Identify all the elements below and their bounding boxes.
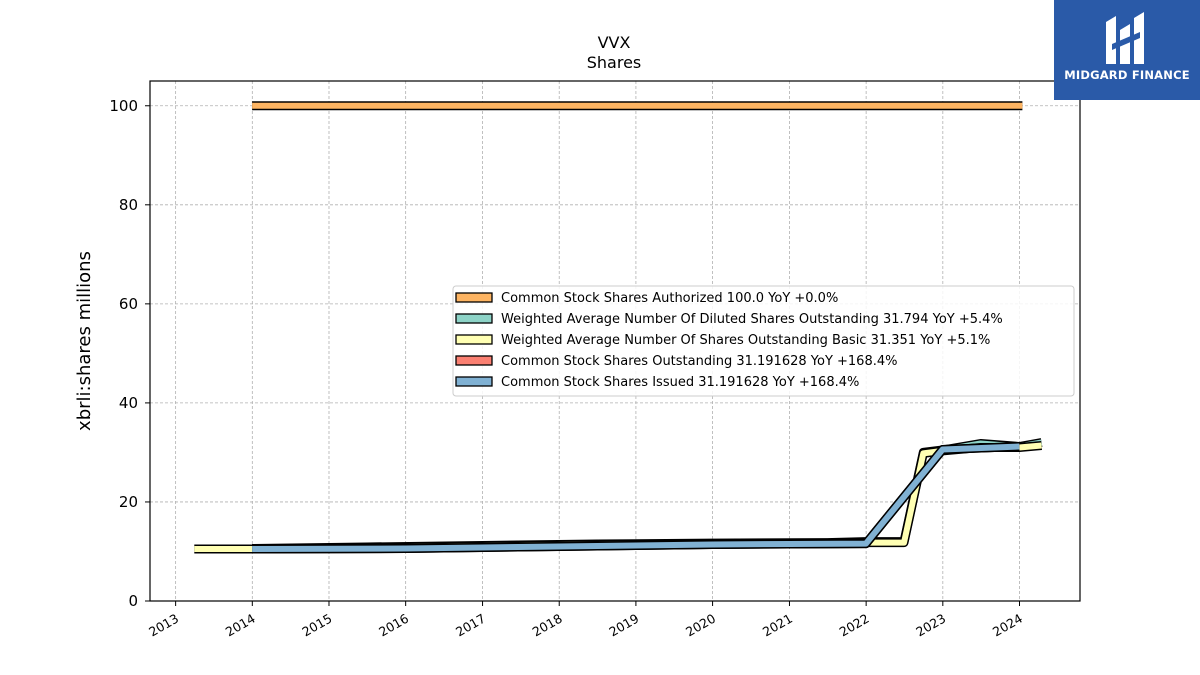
y-tick-label: 20 [119, 493, 138, 511]
plot-frame [149, 80, 1081, 602]
y-tick-label: 100 [109, 97, 138, 115]
x-tick-label: 2020 [683, 611, 718, 640]
x-tick-label: 2019 [606, 611, 641, 640]
legend-label: Common Stock Shares Issued 31.191628 YoY… [501, 375, 859, 390]
chart-title: VVX [598, 33, 631, 52]
legend-label: Weighted Average Number Of Shares Outsta… [501, 333, 990, 348]
brand-name: MIDGARD FINANCE [1064, 68, 1190, 82]
x-tick-label: 2023 [913, 611, 948, 640]
x-tick-label: 2022 [837, 611, 872, 640]
chart-subtitle: Shares [587, 53, 642, 72]
legend-item: Common Stock Shares Outstanding 31.19162… [455, 354, 897, 369]
legend-box [452, 285, 1075, 397]
legend-swatch [455, 376, 493, 387]
legend-swatch [455, 355, 493, 366]
midgard-mark-icon [1106, 12, 1144, 64]
x-tick-label: 2017 [453, 611, 488, 640]
y-axis-label: xbrli:shares millions [74, 251, 95, 431]
legend-swatch [455, 292, 493, 303]
legend-swatch [455, 313, 493, 324]
x-tick-label: 2016 [376, 611, 411, 640]
series-line [194, 442, 1042, 552]
legend-swatch [455, 334, 493, 345]
x-tick-label: 2014 [223, 611, 258, 640]
legend-item: Weighted Average Number Of Diluted Share… [455, 312, 1003, 327]
x-tick-label: 2018 [530, 611, 565, 640]
y-tick-label: 60 [119, 295, 138, 313]
x-tick-label: 2024 [990, 611, 1025, 640]
legend: Common Stock Shares Authorized 100.0 YoY… [452, 285, 1075, 397]
legend-item: Common Stock Shares Issued 31.191628 YoY… [455, 375, 859, 390]
y-tick-label: 80 [119, 196, 138, 214]
series-layer [194, 101, 1043, 554]
x-tick-label: 2015 [299, 611, 334, 640]
x-tick-label: 2021 [760, 611, 795, 640]
x-tick-label: 2013 [146, 611, 181, 640]
legend-label: Common Stock Shares Authorized 100.0 YoY… [501, 291, 838, 306]
brand-logo: MIDGARD FINANCE [1054, 0, 1200, 100]
legend-item: Common Stock Shares Authorized 100.0 YoY… [455, 291, 838, 306]
legend-label: Common Stock Shares Outstanding 31.19162… [501, 354, 897, 369]
series-line [252, 443, 1020, 552]
legend-item: Weighted Average Number Of Shares Outsta… [455, 333, 990, 348]
series-3 [194, 441, 1043, 554]
series-5 [252, 442, 1020, 554]
y-tick-label: 40 [119, 394, 138, 412]
y-tick-label: 0 [128, 592, 138, 610]
legend-label: Weighted Average Number Of Diluted Share… [501, 312, 1003, 327]
